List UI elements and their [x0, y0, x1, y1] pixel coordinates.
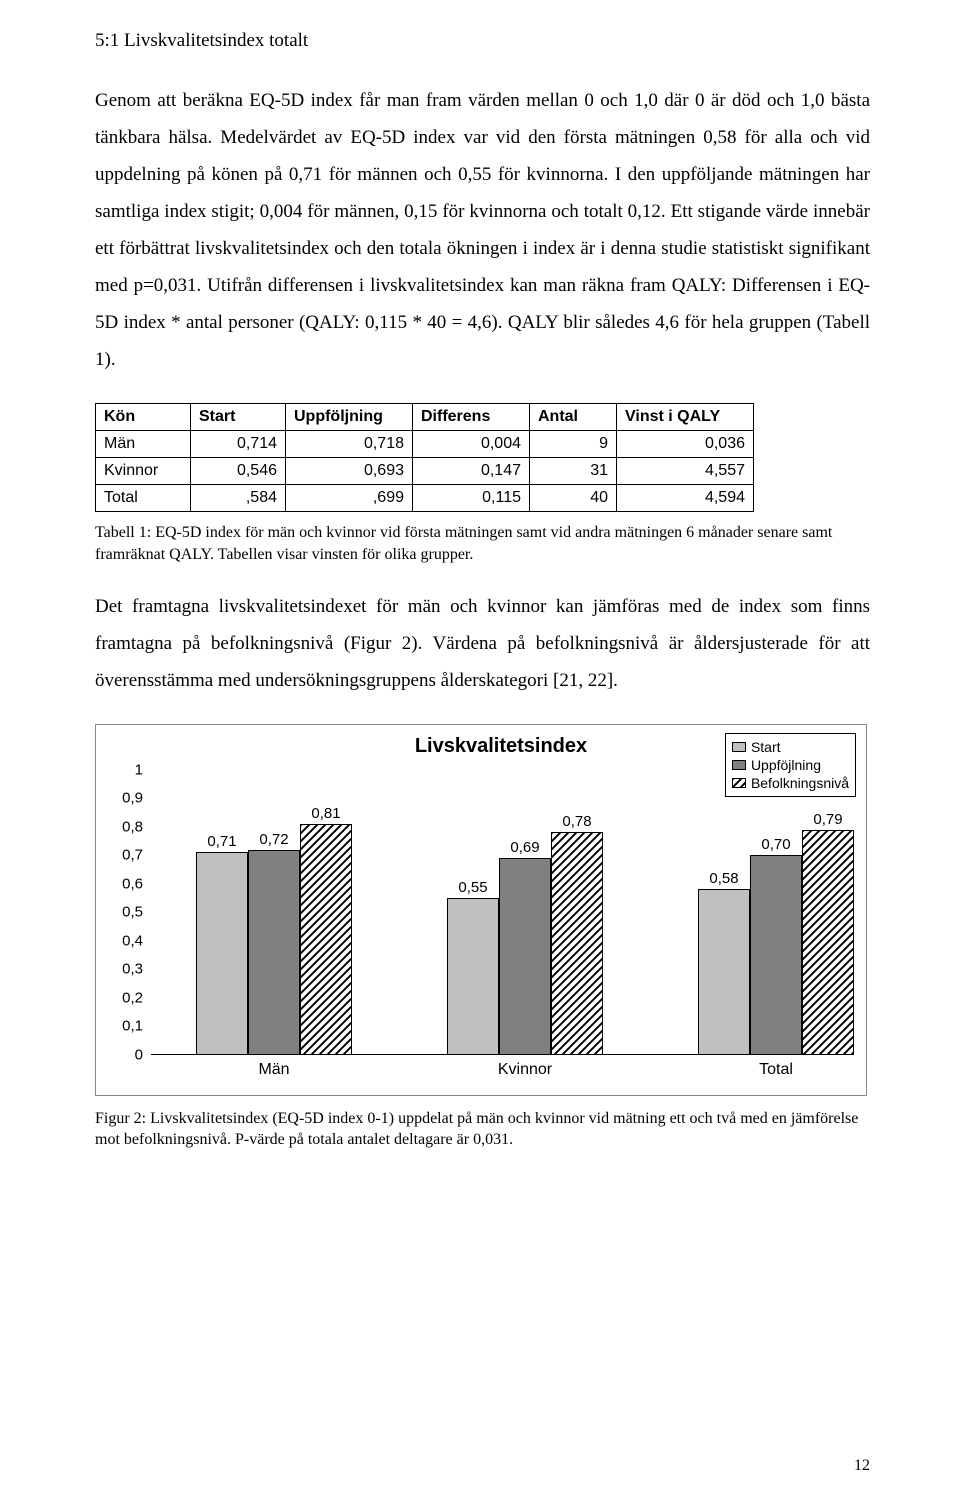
x-category-label: Total: [759, 1061, 793, 1079]
page-number: 12: [854, 1457, 870, 1475]
y-tick-label: 0,1: [111, 1018, 143, 1035]
table-header: Uppföljning: [286, 404, 413, 431]
legend-label: Start: [751, 738, 781, 756]
y-tick-label: 0,3: [111, 961, 143, 978]
y-tick-label: 0,9: [111, 790, 143, 807]
table-cell: 4,594: [617, 485, 754, 512]
plot-area: 00,10,20,30,40,50,60,70,80,910,710,720,8…: [151, 770, 851, 1055]
y-tick-label: 0: [111, 1046, 143, 1063]
figure-caption: Figur 2: Livskvalitetsindex (EQ-5D index…: [95, 1108, 870, 1151]
bar-value-label: 0,79: [813, 811, 842, 828]
legend-swatch: [732, 760, 746, 770]
bar-value-label: 0,71: [207, 833, 236, 850]
qaly-table: KönStartUppföljningDifferensAntalVinst i…: [95, 403, 754, 512]
table-row: Män0,7140,7180,00490,036: [96, 431, 754, 458]
paragraph-1: Genom att beräkna EQ-5D index får man fr…: [95, 82, 870, 378]
bar-value-label: 0,55: [458, 879, 487, 896]
bar: [248, 850, 300, 1055]
table-cell: 31: [530, 458, 617, 485]
section-heading: 5:1 Livskvalitetsindex totalt: [95, 30, 870, 52]
bar: [698, 889, 750, 1054]
table-cell: 4,557: [617, 458, 754, 485]
table-cell: 0,036: [617, 431, 754, 458]
table-cell: ,584: [191, 485, 286, 512]
table-caption: Tabell 1: EQ-5D index för män och kvinno…: [95, 522, 870, 565]
table-cell: 40: [530, 485, 617, 512]
legend-swatch: [732, 742, 746, 752]
y-tick-label: 1: [111, 761, 143, 778]
bar-value-label: 0,81: [311, 805, 340, 822]
bar: [551, 832, 603, 1054]
bar: [499, 858, 551, 1055]
table-row: Total,584,6990,115404,594: [96, 485, 754, 512]
table-cell: 0,147: [413, 458, 530, 485]
table-cell: Män: [96, 431, 191, 458]
table-cell: 9: [530, 431, 617, 458]
table-header: Start: [191, 404, 286, 431]
table-cell: Kvinnor: [96, 458, 191, 485]
bar-value-label: 0,72: [259, 831, 288, 848]
table-header: Vinst i QALY: [617, 404, 754, 431]
bar: [300, 824, 352, 1055]
y-tick-label: 0,5: [111, 904, 143, 921]
y-tick-label: 0,6: [111, 875, 143, 892]
x-category-label: Män: [258, 1061, 289, 1079]
y-tick-label: 0,7: [111, 847, 143, 864]
table-cell: Total: [96, 485, 191, 512]
table-cell: 0,718: [286, 431, 413, 458]
bar: [750, 855, 802, 1055]
table-header: Kön: [96, 404, 191, 431]
y-tick-label: 0,8: [111, 818, 143, 835]
y-tick-label: 0,2: [111, 989, 143, 1006]
bar: [802, 830, 854, 1055]
table-cell: 0,693: [286, 458, 413, 485]
bar-value-label: 0,78: [562, 813, 591, 830]
table-header: Antal: [530, 404, 617, 431]
y-tick-label: 0,4: [111, 932, 143, 949]
table-cell: 0,714: [191, 431, 286, 458]
bar-value-label: 0,70: [761, 836, 790, 853]
legend-item: Start: [732, 738, 849, 756]
table-header: Differens: [413, 404, 530, 431]
bar-value-label: 0,69: [510, 839, 539, 856]
table-cell: 0,004: [413, 431, 530, 458]
table-cell: 0,546: [191, 458, 286, 485]
table-row: Kvinnor0,5460,6930,147314,557: [96, 458, 754, 485]
table-cell: 0,115: [413, 485, 530, 512]
bar: [196, 852, 248, 1054]
bar-value-label: 0,58: [709, 870, 738, 887]
paragraph-2: Det framtagna livskvalitetsindexet för m…: [95, 588, 870, 699]
table-cell: ,699: [286, 485, 413, 512]
bar: [447, 898, 499, 1055]
chart-frame: Livskvalitetsindex StartUppföjlningBefol…: [95, 724, 867, 1096]
x-category-label: Kvinnor: [498, 1061, 552, 1079]
